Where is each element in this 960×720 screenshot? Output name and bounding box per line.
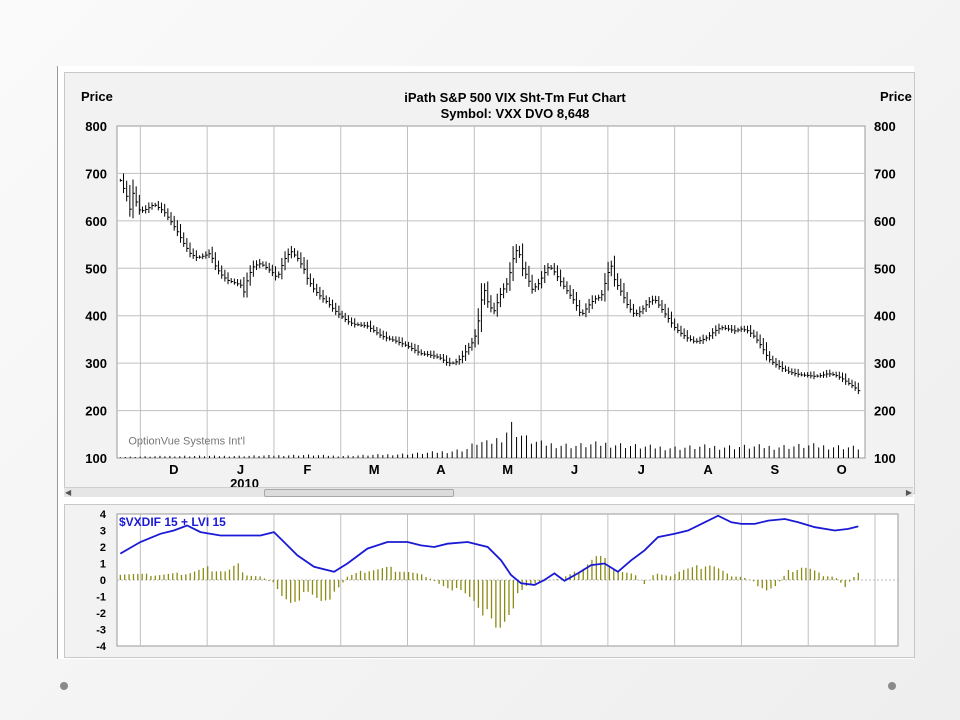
indicator-chart-panel: 4 3 2 1 0 -1 -2 -3 -4 $VXDIF 15 + LVI 15 bbox=[64, 504, 915, 658]
y-tick-label-right: 800 bbox=[874, 119, 896, 134]
price-bars bbox=[119, 173, 861, 395]
x-tick-label: J bbox=[237, 462, 244, 477]
indicator-y-tick-label: 2 bbox=[100, 542, 106, 554]
y-tick-label-left: 700 bbox=[85, 166, 107, 181]
indicator-y-tick-label: 3 bbox=[100, 526, 106, 538]
y-tick-label-right: 700 bbox=[874, 166, 896, 181]
y-tick-label-right: 500 bbox=[874, 261, 896, 276]
x-tick-label: M bbox=[369, 462, 380, 477]
watermark-text: OptionVue Systems Int'l bbox=[128, 435, 245, 447]
chart-subtitle: Symbol: VXX DVO 8,648 bbox=[440, 106, 590, 121]
y-tick-label-left: 500 bbox=[85, 261, 107, 276]
y-tick-label-right: 100 bbox=[874, 451, 896, 466]
x-tick-label: J bbox=[571, 462, 578, 477]
y-tick-label-left: 200 bbox=[85, 404, 107, 419]
chart-title: iPath S&P 500 VIX Sht-Tm Fut Chart Symbo… bbox=[265, 90, 765, 122]
y-tick-label-left: 400 bbox=[85, 309, 107, 324]
y-tick-label-left: 600 bbox=[85, 214, 107, 229]
x-tick-label: A bbox=[436, 462, 446, 477]
indicator-y-tick-label: -2 bbox=[96, 608, 106, 620]
indicator-y-tick-label: -1 bbox=[96, 592, 106, 604]
price-axis-label-right: Price bbox=[880, 89, 912, 104]
indicator-line bbox=[119, 514, 859, 586]
price-chart-panel: Price Price iPath S&P 500 VIX Sht-Tm Fut… bbox=[64, 72, 915, 494]
scrollbar-thumb[interactable] bbox=[264, 489, 454, 497]
y-tick-label-right: 400 bbox=[874, 309, 896, 324]
x-tick-label: F bbox=[303, 462, 311, 477]
indicator-y-tick-label: 1 bbox=[100, 559, 106, 571]
indicator-bars bbox=[119, 555, 859, 628]
arrow-right-icon[interactable]: ▶ bbox=[905, 488, 912, 497]
y-tick-label-left: 300 bbox=[85, 356, 107, 371]
x-tick-label: A bbox=[703, 462, 713, 477]
volume-bars bbox=[119, 421, 859, 458]
x-tick-label: M bbox=[502, 462, 513, 477]
chart-title-line1: iPath S&P 500 VIX Sht-Tm Fut Chart bbox=[404, 90, 626, 105]
y-tick-label-right: 200 bbox=[874, 404, 896, 419]
x-tick-label: O bbox=[837, 462, 847, 477]
y-tick-label-right: 300 bbox=[874, 356, 896, 371]
y-tick-label-right: 600 bbox=[874, 214, 896, 229]
indicator-chart-svg: 4 3 2 1 0 -1 -2 -3 -4 $VXDIF 15 + LVI 15 bbox=[96, 509, 899, 653]
slide-bullet-dot-right bbox=[888, 682, 896, 690]
indicator-y-tick-label: 0 bbox=[100, 575, 106, 587]
horizontal-scrollbar[interactable]: ◀ ▶ bbox=[64, 487, 913, 497]
x-tick-label: D bbox=[169, 462, 178, 477]
x-tick-label: S bbox=[771, 462, 780, 477]
slide-bullet-dot-left bbox=[60, 682, 68, 690]
y-tick-label-left: 800 bbox=[85, 119, 107, 134]
y-tick-label-left: 100 bbox=[85, 451, 107, 466]
chart-window: Price Price iPath S&P 500 VIX Sht-Tm Fut… bbox=[57, 66, 915, 659]
price-axis-label-left: Price bbox=[81, 89, 113, 104]
indicator-y-tick-label: 4 bbox=[100, 509, 107, 521]
indicator-title: $VXDIF 15 + LVI 15 bbox=[119, 515, 226, 529]
x-tick-label: J bbox=[638, 462, 645, 477]
indicator-y-tick-label: -4 bbox=[96, 641, 107, 653]
indicator-y-tick-label: -3 bbox=[96, 625, 106, 637]
plot-area bbox=[116, 125, 866, 459]
price-chart-svg: 800 800 700 700 600 600 500 500 400 400 300 300 200 2… bbox=[85, 119, 896, 491]
arrow-left-icon[interactable]: ◀ bbox=[65, 488, 72, 497]
